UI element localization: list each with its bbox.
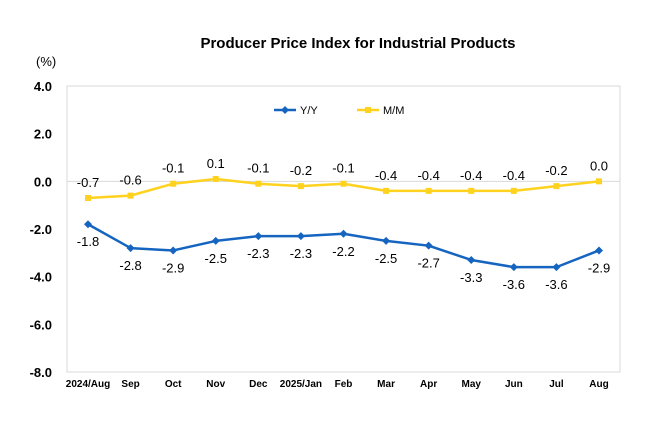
data-label: -3.6 [503,277,525,292]
data-label: 0.0 [590,158,608,173]
y-tick-label: -6.0 [30,317,52,332]
y-tick-label: 4.0 [34,79,52,94]
x-tick-label: May [462,379,482,390]
data-point [212,175,219,182]
data-point [254,232,263,241]
data-point [126,244,135,253]
data-point [509,263,518,272]
data-point [595,246,603,255]
y-tick-label: -8.0 [30,365,52,380]
x-tick-label: Mar [377,379,395,390]
data-label: -2.7 [417,256,439,271]
series-yy: -1.8 -2.8 -2.9 -2.5 -2.3 -2.3 -2.2 -2.5 -2.7 -3.3… [77,220,610,292]
data-point [169,246,178,255]
x-axis: 2024/Aug Sep Oct Nov Dec 2025/Jan Feb Mar Apr May… [66,379,609,390]
data-point [596,178,602,185]
data-point [467,255,476,264]
x-tick-label: 2025/Jan [280,379,322,390]
y-tick-label: -4.0 [30,270,52,285]
data-label: -2.9 [162,260,184,275]
data-label: -2.3 [290,246,312,261]
data-label: -2.9 [588,260,610,275]
data-point [424,241,433,250]
x-tick-label: Dec [249,379,268,390]
legend-label: M/M [383,105,404,117]
data-point [127,192,134,199]
data-label: -3.3 [460,270,482,285]
data-label: -2.5 [375,251,397,266]
x-tick-label: Feb [335,379,353,390]
series-layer: -1.8 -2.8 -2.9 -2.5 -2.3 -2.3 -2.2 -2.5 -2.7 -3.3… [77,156,610,292]
data-label: -0.1 [162,161,184,176]
x-tick-label: Oct [165,379,182,390]
x-tick-label: Nov [206,379,225,390]
data-point [468,187,475,194]
data-label: -2.3 [247,246,269,261]
plot-area [66,85,621,373]
legend: Y/Y M/M [274,105,404,117]
legend-marker [281,106,289,114]
data-label: 0.1 [207,156,225,171]
data-point [255,180,262,187]
data-label: -0.4 [375,168,397,183]
chart-title: Producer Price Index for Industrial Prod… [200,35,515,52]
y-unit-label: (%) [36,54,56,69]
data-label: -0.2 [545,163,567,178]
y-axis: 4.0 2.0 0.0 -2.0 -4.0 -6.0 -8.0 [30,79,52,380]
data-point [297,183,304,190]
data-label: -1.8 [77,234,99,249]
data-label: -2.2 [332,244,354,259]
data-label: -0.2 [290,163,312,178]
data-label: -0.7 [77,175,99,190]
data-point [425,187,432,194]
data-point [85,195,91,202]
data-point [211,236,220,245]
series-mm: -0.7 -0.6 -0.1 0.1 -0.1 -0.2 -0.1 -0.4 -0.4 -0.4 -… [77,156,608,202]
y-tick-label: 0.0 [34,174,52,189]
data-point [340,180,347,187]
legend-item: Y/Y [274,105,318,117]
data-label: -0.6 [119,173,141,188]
y-tick-label: 2.0 [34,127,52,142]
x-tick-label: Jun [505,379,523,390]
data-point [170,180,177,187]
x-tick-label: 2024/Aug [66,379,110,390]
x-tick-label: Apr [420,379,437,390]
data-label: -2.8 [119,258,141,273]
legend-item: M/M [357,105,404,117]
data-point [339,229,348,238]
x-tick-label: Sep [121,379,139,390]
x-tick-label: Jul [549,379,564,390]
data-point [296,232,305,241]
y-tick-label: -2.0 [30,222,52,237]
data-point [382,236,391,245]
data-label: -0.4 [417,168,439,183]
data-point [383,187,390,194]
data-point [553,183,560,190]
data-label: -0.1 [332,161,354,176]
data-point [84,220,92,229]
data-label: -0.4 [503,168,525,183]
x-tick-label: Aug [589,379,608,390]
data-point [552,263,561,272]
legend-label: Y/Y [300,105,318,117]
legend-marker [365,107,371,113]
data-label: -3.6 [545,277,567,292]
data-label: -0.1 [247,161,269,176]
data-label: -2.5 [205,251,227,266]
data-point [510,187,517,194]
data-label: -0.4 [460,168,482,183]
